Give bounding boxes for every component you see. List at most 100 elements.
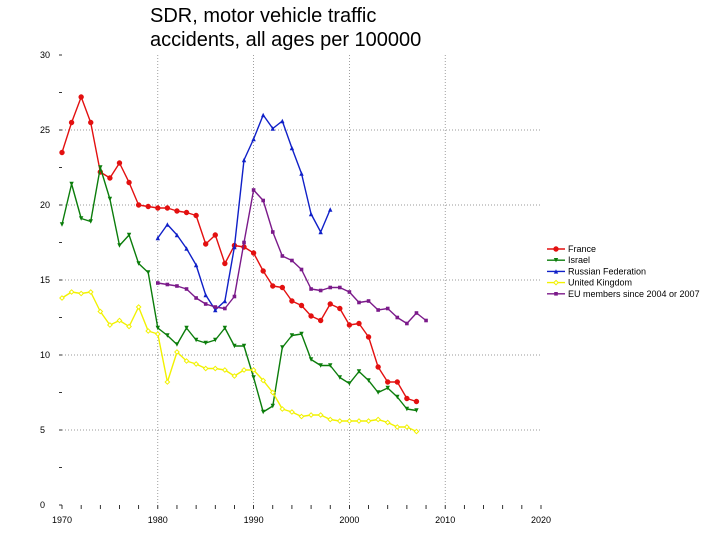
data-point-united-kingdom — [317, 412, 324, 418]
data-point-russian-federation — [241, 157, 247, 163]
legend-swatch-marker — [553, 279, 559, 286]
data-point-eu-members-since-2004-or-2007 — [385, 306, 390, 311]
data-point-eu-members-since-2004-or-2007 — [424, 318, 428, 323]
data-point-france — [250, 250, 257, 256]
chart-title: SDR, motor vehicle traffic accidents, al… — [150, 4, 421, 52]
data-point-israel — [366, 378, 371, 383]
data-point-israel — [88, 219, 93, 224]
data-point-france — [308, 313, 314, 319]
data-point-israel — [126, 232, 132, 238]
legend-label: United Kingdom — [568, 278, 632, 288]
data-point-russian-federation — [174, 232, 180, 238]
data-point-eu-members-since-2004-or-2007 — [232, 294, 237, 299]
legend-entry-israel: Israel — [547, 255, 590, 265]
data-point-france — [270, 283, 276, 289]
data-point-israel — [337, 375, 343, 380]
data-point-france — [88, 119, 94, 126]
axes: 0 5 10 15 20 25 30 1970 1980 1990 2000 2010 2020 — [40, 50, 551, 525]
data-point-eu-members-since-2004-or-2007 — [184, 287, 189, 291]
y-tick-label: 5 — [40, 425, 45, 435]
data-point-russian-federation — [232, 244, 237, 250]
data-point-russian-federation — [280, 118, 285, 124]
data-point-eu-members-since-2004-or-2007 — [194, 296, 198, 300]
data-point-israel — [136, 261, 141, 266]
data-point-russian-federation — [251, 136, 256, 142]
data-point-united-kingdom — [193, 361, 200, 367]
series-eu-members-since-2004-or-2007 — [156, 188, 428, 326]
legend-entry-france: France — [547, 244, 596, 254]
data-point-israel — [385, 385, 390, 391]
data-point-france — [298, 302, 305, 309]
legend-swatch-marker — [553, 269, 559, 274]
data-point-eu-members-since-2004-or-2007 — [347, 290, 352, 294]
data-point-france — [413, 398, 420, 405]
x-tick-label: 1980 — [148, 515, 168, 525]
data-point-france — [116, 160, 123, 166]
data-point-eu-members-since-2004-or-2007 — [242, 240, 246, 245]
data-point-france — [212, 232, 218, 238]
data-point-france — [155, 205, 161, 211]
chart-title-line-2: accidents, all ages per 100000 — [150, 29, 422, 51]
data-point-eu-members-since-2004-or-2007 — [280, 254, 285, 258]
y-tick-label: 25 — [40, 125, 50, 135]
data-point-russian-federation — [155, 235, 160, 241]
data-point-united-kingdom — [221, 367, 228, 373]
legend-label: Russian Federation — [568, 266, 646, 276]
x-tick-label: 2010 — [435, 515, 455, 525]
data-point-france — [404, 395, 410, 402]
data-point-israel — [328, 363, 333, 368]
data-point-france — [203, 241, 209, 247]
y-tick-label: 10 — [40, 350, 50, 360]
data-point-united-kingdom — [154, 331, 161, 337]
data-point-france — [126, 179, 132, 186]
data-point-israel — [107, 196, 113, 202]
data-point-israel — [155, 325, 160, 331]
data-point-eu-members-since-2004-or-2007 — [318, 288, 323, 293]
data-point-russian-federation — [193, 262, 199, 268]
data-point-eu-members-since-2004-or-2007 — [165, 282, 170, 287]
data-point-israel — [395, 394, 400, 400]
data-point-united-kingdom — [308, 412, 314, 418]
data-point-united-kingdom — [356, 418, 362, 424]
data-point-france — [279, 284, 286, 291]
data-point-united-kingdom — [135, 304, 142, 310]
data-point-eu-members-since-2004-or-2007 — [309, 287, 313, 291]
data-point-russian-federation — [260, 112, 266, 118]
data-point-united-kingdom — [126, 323, 132, 330]
data-point-israel — [241, 343, 247, 349]
grid-lines — [62, 55, 541, 505]
data-point-united-kingdom — [59, 295, 65, 301]
data-point-united-kingdom — [106, 322, 113, 328]
data-point-united-kingdom — [241, 367, 247, 373]
data-point-france — [68, 119, 75, 126]
data-point-eu-members-since-2004-or-2007 — [376, 308, 380, 312]
series-lines — [59, 94, 428, 435]
data-point-eu-members-since-2004-or-2007 — [270, 230, 275, 234]
data-point-united-kingdom — [289, 409, 295, 415]
data-point-united-kingdom — [298, 413, 305, 420]
data-point-france — [222, 260, 228, 267]
data-point-france — [346, 322, 353, 328]
x-tick-label: 2000 — [339, 515, 359, 525]
data-point-france — [289, 298, 295, 304]
data-point-israel — [308, 357, 314, 362]
data-point-france — [78, 94, 84, 100]
data-point-united-kingdom — [375, 416, 382, 423]
data-point-united-kingdom — [279, 406, 286, 412]
data-point-israel — [184, 325, 189, 331]
data-point-france — [394, 379, 400, 385]
data-point-united-kingdom — [116, 317, 123, 324]
legend-swatch-marker — [553, 258, 559, 263]
data-point-united-kingdom — [174, 349, 180, 355]
data-point-russian-federation — [318, 229, 323, 235]
data-point-israel — [146, 270, 151, 275]
data-point-france — [183, 209, 190, 216]
data-point-israel — [251, 375, 256, 380]
data-point-united-kingdom — [78, 290, 85, 297]
data-point-israel — [165, 333, 170, 338]
data-point-eu-members-since-2004-or-2007 — [299, 267, 304, 272]
data-point-russian-federation — [222, 298, 228, 304]
data-point-france — [385, 379, 391, 385]
data-point-eu-members-since-2004-or-2007 — [251, 188, 256, 192]
